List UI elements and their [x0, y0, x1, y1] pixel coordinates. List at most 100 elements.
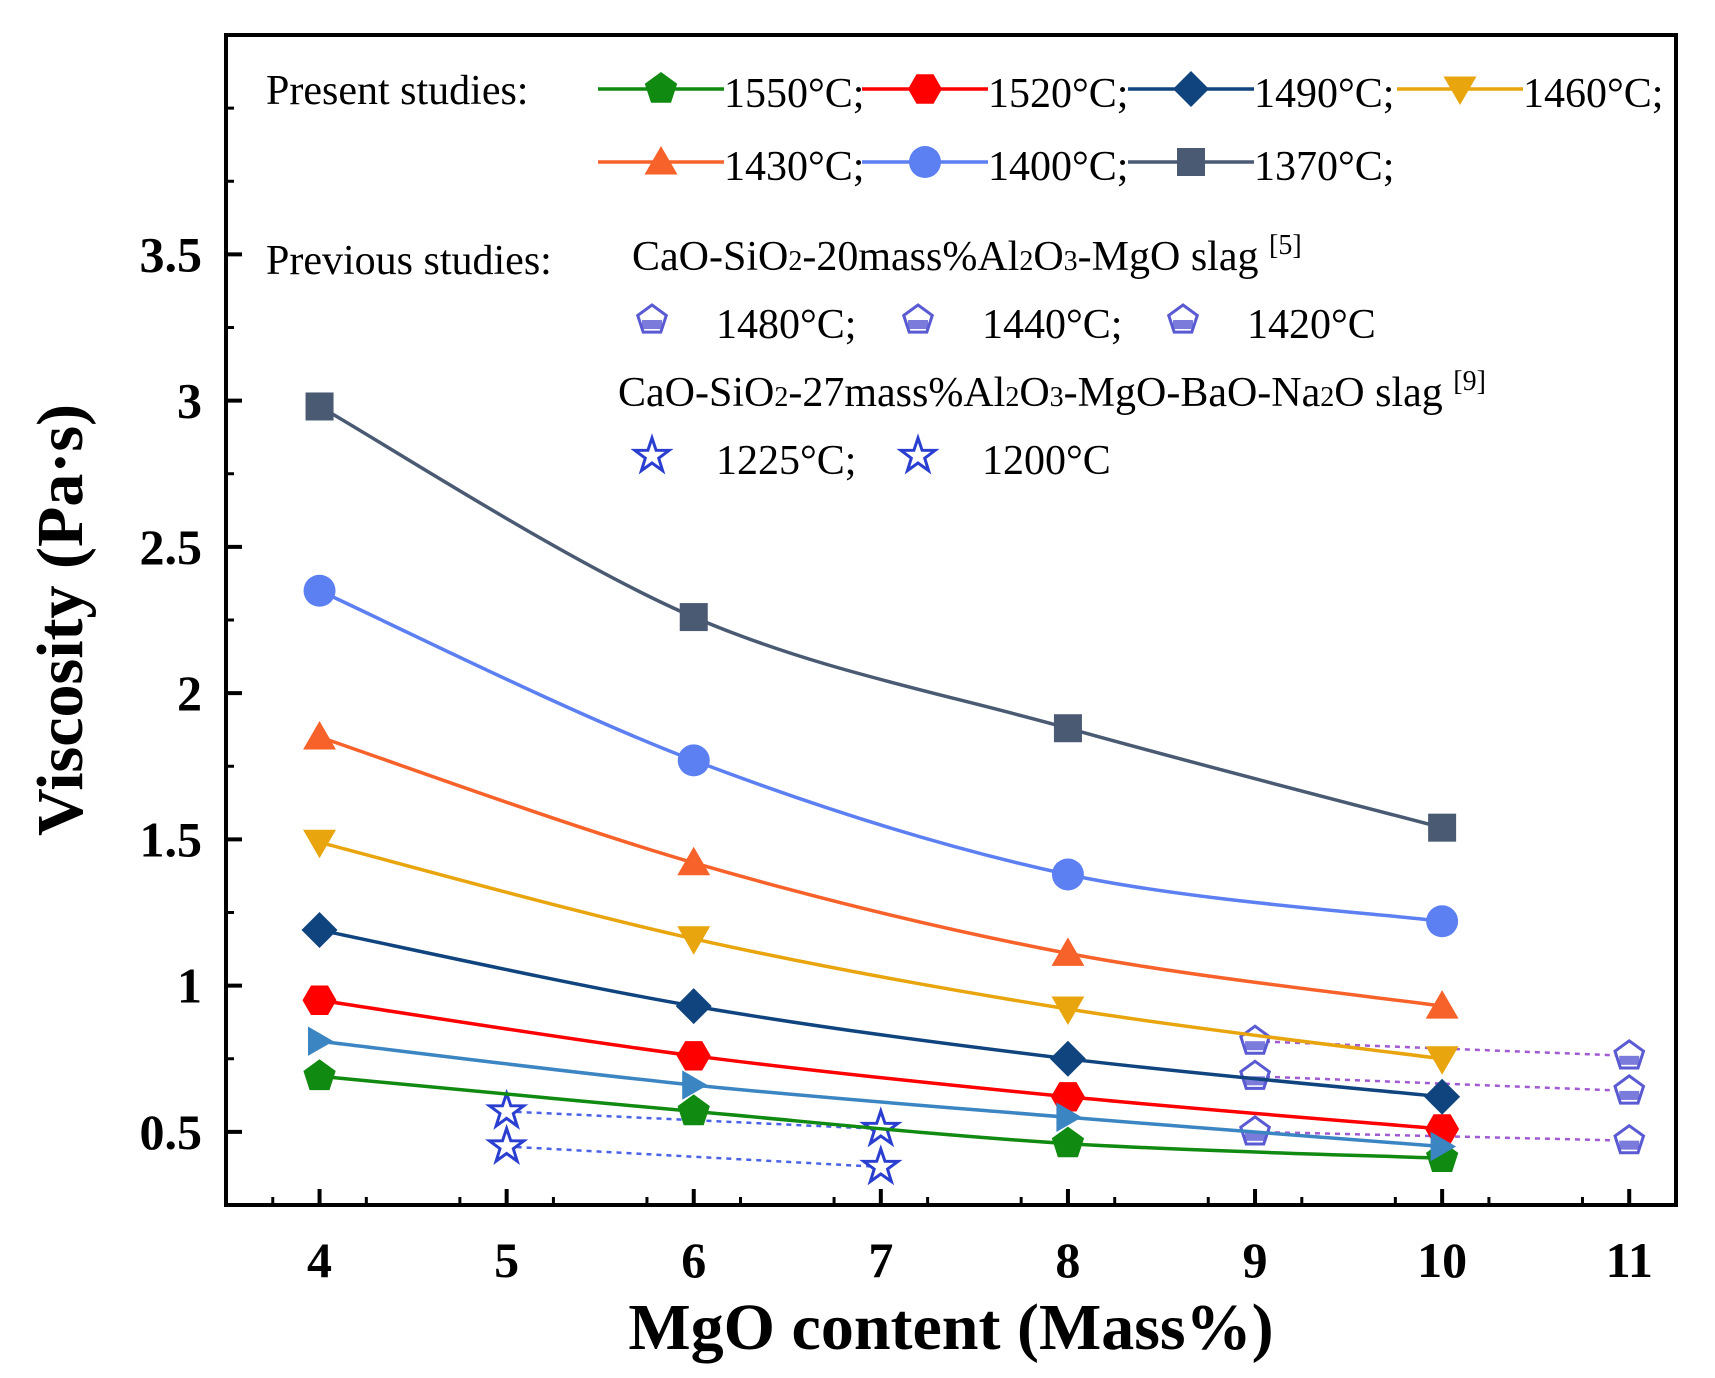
data-point: [303, 829, 336, 859]
legend-marker: [901, 303, 935, 334]
data-point: [677, 846, 711, 876]
data-point: [677, 744, 710, 777]
legend-label: 1480°C;: [716, 302, 856, 348]
data-point: [1049, 1040, 1086, 1077]
data-point: [1430, 1131, 1457, 1162]
y-tick-label: 1.5: [140, 811, 203, 867]
series-line: [318, 735, 1443, 1008]
legend-label: 1225°C;: [716, 438, 856, 484]
legend-marker: [909, 146, 941, 178]
legend-marker: [644, 146, 678, 175]
marker-fill: [908, 320, 928, 329]
x-tick-label: 7: [868, 1232, 893, 1288]
axis-ticks: 4 5 6 7 8 9 10 11 0.5 1 1.5 2 2.5 3 3.5: [140, 106, 1653, 1288]
legend-prev-1225: 1225°C;: [630, 433, 856, 484]
data-point: [1051, 1126, 1085, 1158]
series-line: [506, 1110, 881, 1131]
legend-label: 1430°C;: [724, 144, 864, 190]
y-tick-label: 3.5: [140, 226, 203, 282]
data-point: [677, 926, 711, 955]
legend-label: 1370°C;: [1254, 144, 1394, 190]
legend-marker: [630, 433, 674, 475]
marker-fill: [1619, 1090, 1640, 1100]
data-point: [1613, 1038, 1646, 1070]
ref5-title: CaO-SiO2-20mass%Al2O3-MgO slag [5]: [632, 230, 1302, 280]
data-point: [1613, 1123, 1646, 1155]
data-point: [1056, 1102, 1082, 1132]
legend-entry-1520: 1520°C;: [862, 71, 1128, 117]
data-point: [1239, 1059, 1272, 1090]
legend-entry-1370: 1370°C;: [1128, 144, 1394, 190]
marker-fill: [1245, 1076, 1266, 1086]
data-point: [1425, 1046, 1459, 1075]
series-1400C: [303, 574, 1459, 938]
data-point: [308, 1026, 334, 1056]
ref9-title: CaO-SiO2-27mass%Al2O3-MgO-BaO-Na2O slag …: [618, 366, 1486, 416]
y-tick-label: 2.5: [140, 519, 203, 575]
series-line: [319, 1074, 1443, 1160]
data-point: [677, 1094, 710, 1126]
series-line: [1255, 1130, 1630, 1142]
x-tick-label: 6: [681, 1232, 706, 1288]
series-line: [319, 998, 1443, 1131]
legend-marker: [635, 303, 669, 334]
x-tick-label: 4: [307, 1232, 332, 1288]
data-point: [303, 574, 336, 607]
previous-studies-label: Previous studies:: [266, 238, 552, 284]
legend-marker: [644, 72, 678, 103]
series-line: [1254, 1075, 1630, 1093]
data-point: [485, 1123, 529, 1165]
marker-fill: [1173, 320, 1193, 329]
data-point: [1051, 996, 1085, 1025]
data-point: [302, 985, 337, 1015]
data-point: [1428, 813, 1457, 842]
data-point: [305, 392, 334, 421]
series-line: [318, 404, 1443, 830]
legend-prev-1440: 1440°C;: [901, 302, 1122, 348]
legend-marker: [908, 74, 942, 104]
series-1490C: [301, 912, 1461, 1115]
y-tick-label: 0.5: [140, 1104, 203, 1160]
data-point: [1424, 1078, 1461, 1115]
legend-marker: [1173, 71, 1209, 107]
series-line: [506, 1145, 881, 1169]
plot-frame: [224, 33, 1678, 1207]
marker-fill: [642, 320, 662, 329]
marker-fill: [1245, 1041, 1266, 1051]
marker-fill: [1619, 1055, 1640, 1065]
data-point: [1613, 1074, 1646, 1105]
data-point: [485, 1088, 529, 1130]
legend-label: 1440°C;: [982, 302, 1122, 348]
x-tick-label: 10: [1417, 1232, 1467, 1288]
series-1460C: [303, 829, 1459, 1075]
legend: 1550°C; 1520°C; 1490°C; 1460°C; 1430°C; 1400°…: [598, 71, 1663, 484]
data-point: [1051, 858, 1084, 891]
series-layer: [301, 392, 1646, 1186]
legend-marker: [1166, 303, 1200, 334]
series-line: [319, 928, 1443, 1099]
legend-entry-1400: 1400°C;: [862, 144, 1128, 190]
legend-label: 1460°C;: [1523, 71, 1663, 117]
series-prev-1440: [1239, 1059, 1646, 1105]
legend-entry-1460: 1460°C;: [1397, 71, 1663, 117]
data-point: [859, 1144, 903, 1186]
x-tick-label: 9: [1243, 1232, 1268, 1288]
series-prev-1480: [1239, 1115, 1646, 1155]
y-tick-label: 2: [177, 665, 202, 721]
data-point: [1426, 905, 1459, 938]
data-point: [1050, 1082, 1085, 1112]
legend-entry-1490: 1490°C;: [1128, 71, 1394, 117]
data-point: [682, 1070, 708, 1100]
x-tick-label: 5: [494, 1232, 519, 1288]
series-1370C: [305, 392, 1457, 842]
y-axis-title: Viscosity (Pa·s): [24, 404, 97, 836]
data-point: [1239, 1024, 1272, 1055]
legend-label: 1550°C;: [724, 71, 864, 117]
marker-fill: [1245, 1131, 1266, 1141]
legend-prev-1420: 1420°C: [1166, 302, 1376, 348]
data-point: [676, 1041, 711, 1071]
series-unlabeled: [308, 1026, 1457, 1162]
y-tick-label: 1: [177, 958, 202, 1014]
series-line: [319, 1039, 1443, 1149]
